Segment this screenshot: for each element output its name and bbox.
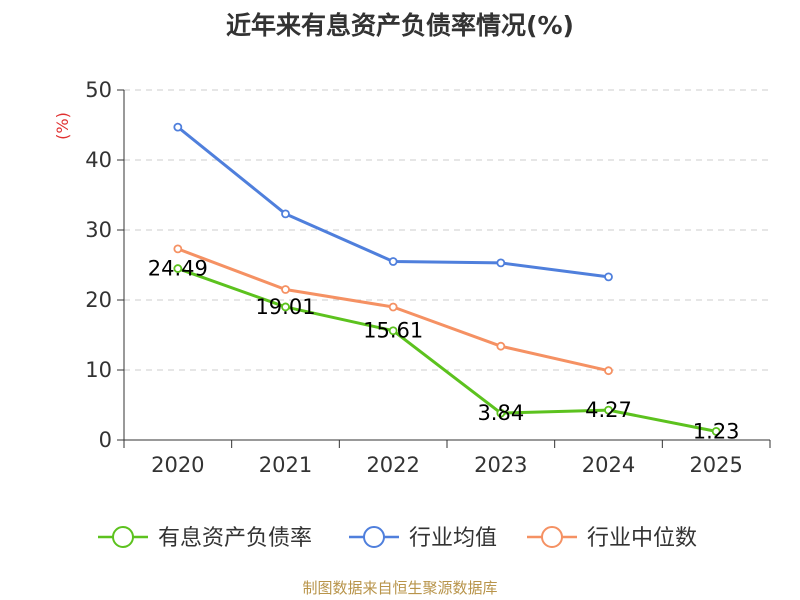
series-1-point-0 xyxy=(173,122,183,132)
legend-label-0: 有息资产负债率 xyxy=(158,526,312,551)
series-1-point-4 xyxy=(604,272,613,282)
data-labels: 24.49 19.01 15.61 3.84 4.27 1.23 xyxy=(148,257,740,444)
x-tick-label-2025: 2025 xyxy=(689,453,742,477)
legend-marker-0 xyxy=(112,526,134,548)
x-tick-label-2023: 2023 xyxy=(474,453,527,477)
series-group xyxy=(173,122,721,436)
series-line-0 xyxy=(177,267,717,433)
source-note: 制图数据来自恒生聚源数据库 xyxy=(302,579,498,597)
y-tick-label-30: 30 xyxy=(85,218,112,242)
data-label-2022: 15.61 xyxy=(363,319,423,343)
series-2-point-4 xyxy=(604,366,613,376)
data-label-2020: 24.49 xyxy=(148,257,208,281)
data-label-2024: 4.27 xyxy=(585,398,632,422)
series-0-point-3 xyxy=(496,408,506,418)
data-label-2021: 19.01 xyxy=(255,295,315,319)
data-label-2023: 3.84 xyxy=(477,401,524,425)
x-tick-label-2020: 2020 xyxy=(151,453,204,477)
y-tick-label-40: 40 xyxy=(85,148,112,172)
y-tick-label-20: 20 xyxy=(85,288,112,312)
series-0-point-5 xyxy=(711,426,721,436)
legend: 有息资产负债率 行业均值 行业中位数 xyxy=(98,526,697,551)
series-1-point-2 xyxy=(388,257,398,266)
series-0-point-0 xyxy=(173,264,183,273)
x-tick-label-2021: 2021 xyxy=(259,453,312,477)
series-1-point-3 xyxy=(496,258,506,268)
grid-lines xyxy=(124,89,770,371)
series-1-point-1 xyxy=(281,209,290,219)
legend-label-2: 行业中位数 xyxy=(587,526,697,551)
data-label-2025: 1.23 xyxy=(693,419,740,443)
series-2-point-3 xyxy=(496,341,506,351)
series-2-point-1 xyxy=(281,285,290,294)
y-tick-label-0: 0 xyxy=(99,428,112,452)
y-axis-ticks: 0 10 20 30 40 50 xyxy=(85,78,124,452)
series-line-1 xyxy=(176,125,609,279)
x-tick-label-2024: 2024 xyxy=(582,453,635,477)
y-axis-unit-label: (%) xyxy=(53,112,72,140)
series-0-point-2 xyxy=(388,326,398,336)
x-axis-ticks: 2020 2021 2022 2023 2024 2025 xyxy=(123,440,771,477)
y-tick-label-10: 10 xyxy=(85,358,112,382)
chart-title: 近年来有息资产负债率情况(%) xyxy=(226,11,574,40)
legend-label-1: 行业均值 xyxy=(409,526,497,551)
series-2-point-2 xyxy=(388,302,398,312)
series-0-point-1 xyxy=(281,302,290,312)
legend-marker-1 xyxy=(363,526,385,548)
x-tick-label-2022: 2022 xyxy=(366,453,419,477)
y-tick-label-50: 50 xyxy=(85,78,112,102)
series-0-point-4 xyxy=(604,405,613,415)
series-2-point-0 xyxy=(173,244,183,254)
legend-marker-2 xyxy=(541,526,563,548)
